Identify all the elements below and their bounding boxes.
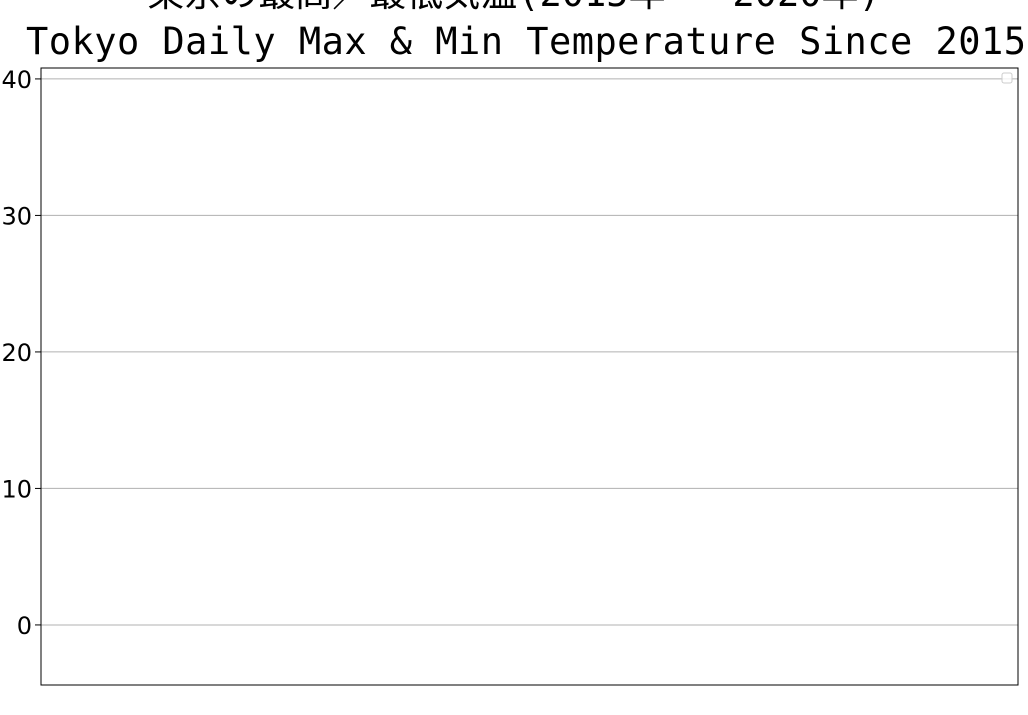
- y-tick-label: 0: [17, 612, 32, 640]
- y-tick-label: 20: [1, 339, 32, 367]
- chart-subtitle: Tokyo Daily Max & Min Temperature Since …: [26, 20, 1026, 63]
- legend: [1001, 72, 1013, 84]
- y-tick-label: 40: [1, 66, 32, 94]
- legend-box: [1001, 72, 1013, 84]
- y-tick-label: 10: [1, 475, 32, 503]
- grid: [41, 78, 1018, 626]
- chart-title: 東京の最高／最低気温(2015年 - 2020年): [147, 0, 881, 15]
- ticks: 01020304001-Jun21-Jul09-Sep29-Oct18-Dec: [1, 66, 41, 640]
- y-tick-label: 30: [1, 202, 32, 230]
- axes-frame: [40, 67, 1019, 686]
